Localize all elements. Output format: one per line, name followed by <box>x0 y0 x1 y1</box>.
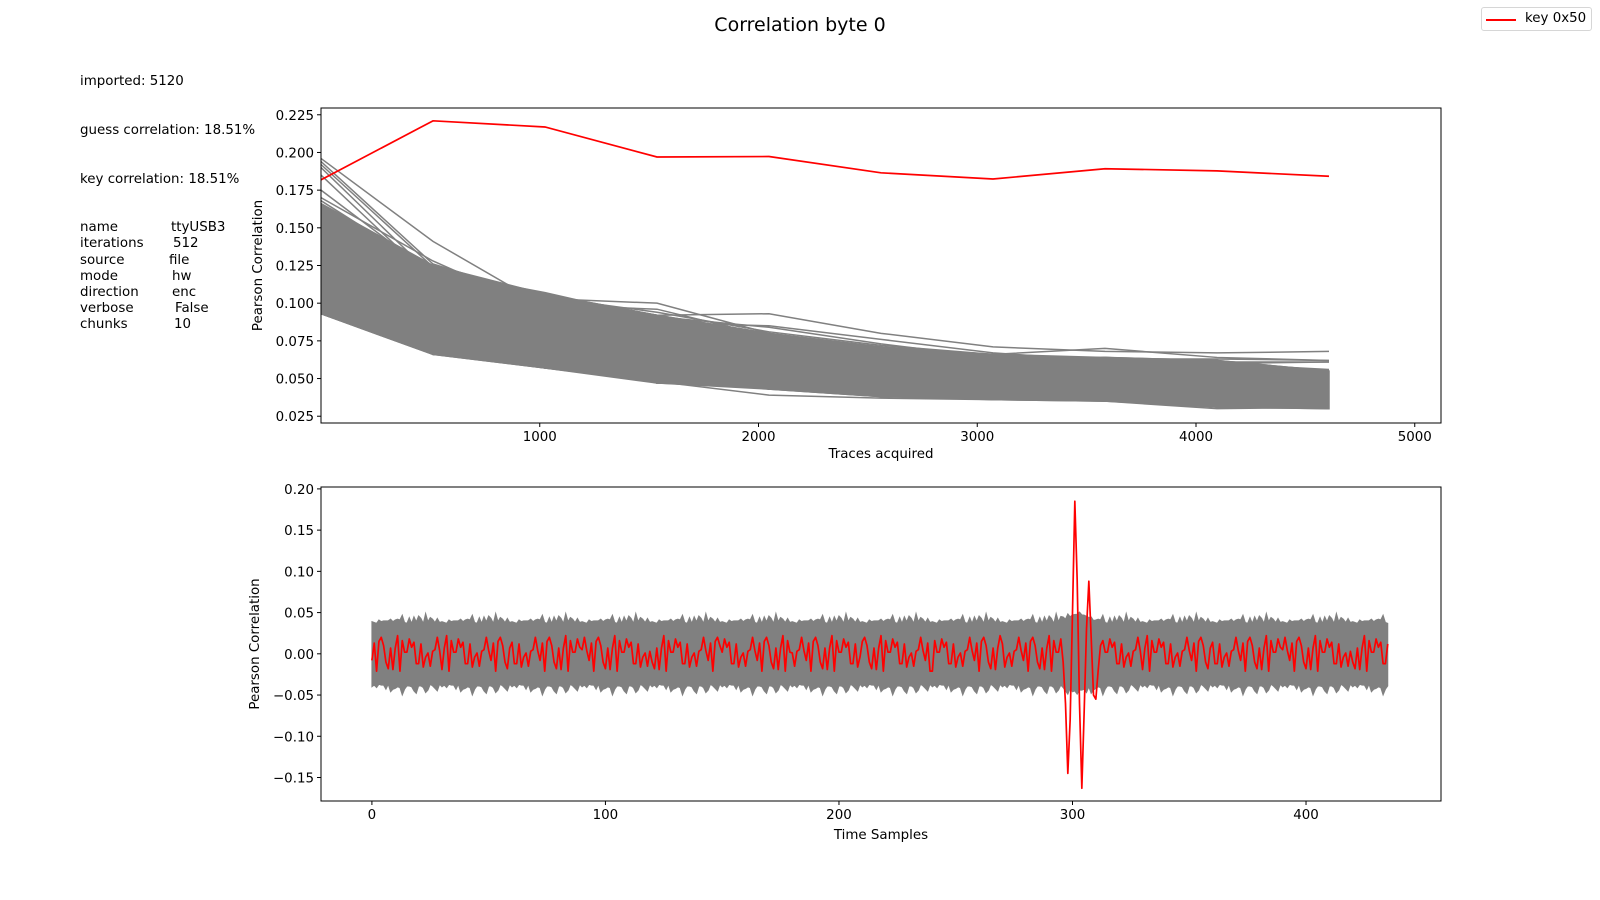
x-tick-label: 5000 <box>1398 430 1432 445</box>
guess-line <box>321 242 1330 386</box>
y-tick-label: 0.05 <box>284 607 314 622</box>
x-tick-label: 0 <box>368 808 377 823</box>
param-row-mode: mode hw <box>80 269 255 285</box>
y-tick-label: 0.050 <box>276 373 314 388</box>
x-tick-label: 200 <box>826 808 852 823</box>
key-correlation: key correlation: 18.51% <box>80 171 240 187</box>
bottom-axes-time-samples: 0 100 200 300 400 −0.15 −0.10 −0.05 0.00 0.05 0.10… <box>248 483 1442 843</box>
param-value: file <box>169 252 190 268</box>
x-tick-label: 300 <box>1060 808 1086 823</box>
y-tick-label: 0.175 <box>276 184 314 199</box>
param-key: mode <box>80 268 118 284</box>
y-tick-label: −0.05 <box>273 689 314 704</box>
param-key: direction <box>80 284 139 300</box>
guess-line <box>321 163 1330 354</box>
y-tick-label: 0.200 <box>276 146 314 161</box>
param-row-direction: direction enc <box>80 285 255 301</box>
guess-line <box>321 280 1330 397</box>
param-key: name <box>80 220 118 236</box>
y-tick-label: −0.15 <box>273 771 314 786</box>
run-info-panel: imported: 5120 guess correlation: 18.51%… <box>80 42 255 350</box>
y-tick-label: 0.15 <box>284 524 314 539</box>
y-tick-label: 0.10 <box>284 565 314 580</box>
x-tick-label: 100 <box>593 808 619 823</box>
guess-envelope <box>371 611 1389 697</box>
param-key: source <box>80 252 125 268</box>
guess-line <box>321 200 1330 377</box>
y-tick-label: 0.100 <box>276 297 314 312</box>
param-row-name: name ttyUSB3 <box>80 220 255 236</box>
guess-line <box>321 227 1330 383</box>
guess-line <box>321 300 1330 399</box>
x-axis-label: Traces acquired <box>828 447 934 462</box>
guess-line <box>321 257 1330 389</box>
guess-line <box>321 308 1330 407</box>
param-value: 512 <box>173 236 199 252</box>
guess-line <box>321 305 1330 404</box>
param-value: 10 <box>174 317 192 333</box>
param-value: False <box>175 301 209 317</box>
imported-count: imported: 5120 <box>80 74 184 90</box>
param-key: verbose <box>80 301 134 317</box>
x-axis-label: Time Samples <box>833 828 928 843</box>
bottom-axes-frame <box>320 486 1442 802</box>
guess-correlation: guess correlation: 18.51% <box>80 123 256 138</box>
guess-line <box>321 226 1330 375</box>
y-axis-label: Pearson Correlation <box>251 200 266 331</box>
y-tick-label: 0.025 <box>276 410 314 425</box>
top-axes-traces-acquired: 1000 2000 3000 4000 5000 0.025 0.050 0.075 0.100… <box>251 107 1442 462</box>
y-tick-label: 0.00 <box>284 648 314 663</box>
legend-key-line-swatch <box>1486 19 1516 21</box>
param-row-chunks: chunks 10 <box>80 317 255 333</box>
guess-line <box>321 313 1330 410</box>
x-tick-label: 4000 <box>1179 430 1213 445</box>
parameter-list: name ttyUSB3 iterations 512 source file mod… <box>80 220 255 333</box>
x-tick-label: 3000 <box>960 430 994 445</box>
guess-line <box>321 287 1330 395</box>
guess-line <box>321 197 1330 375</box>
param-row-verbose: verbose False <box>80 301 255 317</box>
x-tick-label: 1000 <box>523 430 557 445</box>
y-tick-label: 0.150 <box>276 222 314 237</box>
legend-key-label: key 0x50 <box>1525 11 1587 26</box>
x-tick-label: 2000 <box>741 430 775 445</box>
bottom-plot-area <box>371 500 1389 790</box>
param-row-iterations: iterations 512 <box>80 236 255 252</box>
guess-line <box>321 272 1330 392</box>
key-trace <box>371 500 1389 790</box>
param-value: ttyUSB3 <box>171 220 226 236</box>
y-tick-label: 0.075 <box>276 335 314 350</box>
y-tick-label: 0.225 <box>276 109 314 124</box>
top-plot-area <box>321 119 1330 410</box>
y-tick-label: 0.20 <box>284 483 314 498</box>
legend: key 0x50 <box>1481 7 1592 31</box>
param-value: enc <box>172 284 197 300</box>
x-tick-label: 400 <box>1293 808 1319 823</box>
guess-line <box>321 212 1330 380</box>
y-tick-label: −0.10 <box>273 730 314 745</box>
chart-title: Correlation byte 0 <box>714 14 886 36</box>
y-tick-label: 0.125 <box>276 260 314 275</box>
param-row-source: source file <box>80 253 255 269</box>
param-key: iterations <box>80 236 144 252</box>
key-line <box>321 119 1330 181</box>
y-axis-label: Pearson Correlation <box>248 578 263 709</box>
param-value: hw <box>172 268 192 284</box>
param-key: chunks <box>80 317 128 333</box>
guess-line <box>321 222 1330 396</box>
